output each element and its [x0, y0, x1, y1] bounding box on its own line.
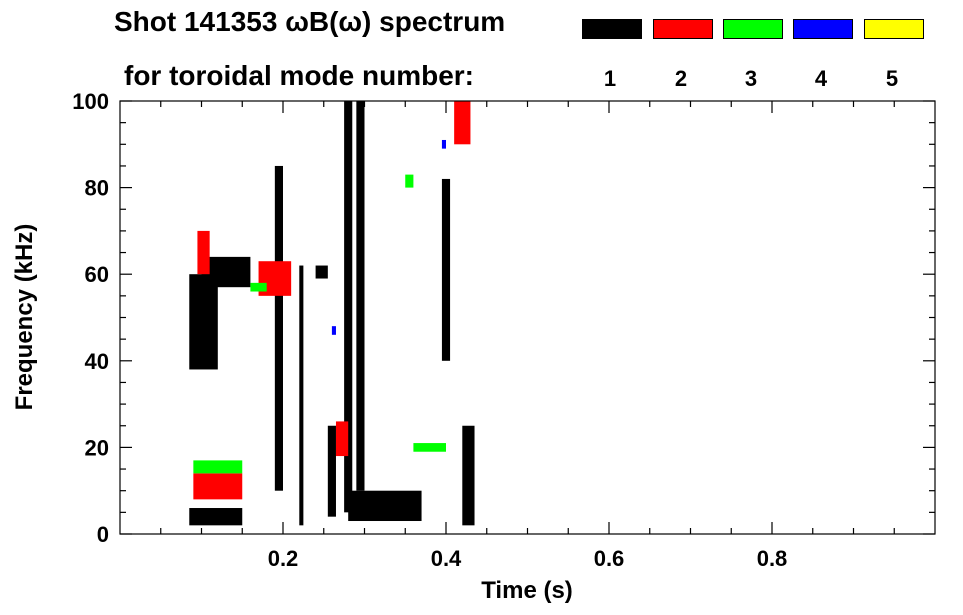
spectrum-region-n3-19: [413, 443, 446, 452]
y-tick-label-5: 100: [72, 89, 109, 114]
x-axis-title: Time (s): [481, 577, 573, 604]
spectrum-region-n3-20: [405, 174, 414, 188]
spectrum-region-n1-11: [462, 425, 475, 526]
spectrum-region-n2-12: [197, 230, 210, 275]
spectrum-region-n1-2: [189, 508, 243, 526]
legend-label-n4: 4: [814, 66, 828, 91]
y-tick-label-4: 80: [85, 176, 109, 201]
chart-title-line-1: Shot 141353 ωB(ω) spectrum: [114, 6, 506, 37]
spectrum-region-n4-21: [331, 326, 336, 335]
x-tick-label-3: 0.8: [757, 546, 788, 571]
spectrum-region-n1-9: [356, 101, 365, 491]
y-axis-title: Frequency (kHz): [11, 224, 38, 411]
legend-label-n2: 2: [674, 66, 688, 91]
legend-label-n3: 3: [744, 66, 758, 91]
y-tick-label-3: 60: [85, 262, 109, 287]
x-tick-label-1: 0.4: [431, 546, 462, 571]
spectrum-region-n1-7: [344, 101, 353, 513]
spectrum-regions: [189, 101, 475, 526]
y-tick-label-0: 0: [97, 522, 109, 547]
x-tick-label-0: 0.2: [268, 546, 299, 571]
spectrum-region-n1-0: [189, 274, 218, 370]
x-tick-label-2: 0.6: [594, 546, 625, 571]
y-tick-label-1: 20: [85, 435, 109, 460]
legend-swatch-n1: [582, 19, 642, 39]
legend-swatch-n5: [864, 19, 924, 39]
chart-title-line-2: for toroidal mode number:: [124, 60, 474, 91]
spectrum-region-n1-4: [299, 265, 304, 526]
spectrum-region-n1-3: [274, 165, 283, 491]
spectrum-region-n2-16: [454, 101, 471, 145]
spectrum-region-n2-13: [193, 473, 243, 500]
spectrum-region-n3-18: [250, 282, 267, 292]
spectrum-region-n1-8: [348, 490, 422, 522]
axis-ticks: 0.2 0.4 0.6 0.8 0 20 40 60 80 100: [72, 89, 935, 571]
spectrum-region-n3-17: [193, 460, 243, 474]
spectrum-region-n1-10: [441, 178, 451, 361]
spectrum-region-n1-6: [327, 425, 336, 517]
spectrum-region-n1-5: [315, 265, 328, 279]
spectrum-region-n2-15: [335, 421, 349, 457]
legend-swatch-n2: [653, 19, 713, 39]
legend-label-n1: 1: [603, 66, 617, 91]
y-tick-label-2: 40: [85, 349, 109, 374]
legend-label-n5: 5: [885, 66, 899, 91]
legend-swatch-n3: [723, 19, 783, 39]
spectrum-region-n4-22: [441, 139, 446, 149]
legend-swatch-n4: [793, 19, 853, 39]
